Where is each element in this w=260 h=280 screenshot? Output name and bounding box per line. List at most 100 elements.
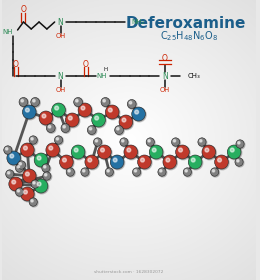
Circle shape xyxy=(235,158,243,166)
Text: N: N xyxy=(162,71,168,81)
Circle shape xyxy=(15,188,24,196)
Circle shape xyxy=(228,146,242,160)
Circle shape xyxy=(237,141,245,149)
Circle shape xyxy=(124,145,138,159)
Circle shape xyxy=(43,172,51,180)
Circle shape xyxy=(237,160,239,162)
Circle shape xyxy=(216,156,229,170)
Circle shape xyxy=(53,104,66,118)
Circle shape xyxy=(30,137,38,145)
Circle shape xyxy=(17,166,20,168)
Circle shape xyxy=(183,168,191,176)
Circle shape xyxy=(119,115,133,129)
Circle shape xyxy=(135,110,139,114)
Circle shape xyxy=(86,156,99,170)
Circle shape xyxy=(134,170,137,172)
Circle shape xyxy=(108,108,112,112)
Circle shape xyxy=(22,169,36,183)
Circle shape xyxy=(25,108,29,112)
Text: O: O xyxy=(162,53,168,62)
Text: N: N xyxy=(58,18,63,27)
Circle shape xyxy=(74,98,83,107)
Circle shape xyxy=(6,170,14,178)
Text: O: O xyxy=(13,60,18,69)
Circle shape xyxy=(113,158,117,162)
Circle shape xyxy=(148,140,150,142)
Circle shape xyxy=(106,169,114,177)
Circle shape xyxy=(120,116,133,130)
Circle shape xyxy=(166,158,170,162)
Circle shape xyxy=(39,111,53,125)
Circle shape xyxy=(115,126,124,135)
Circle shape xyxy=(184,169,192,177)
Circle shape xyxy=(44,166,46,168)
Circle shape xyxy=(149,145,163,159)
Circle shape xyxy=(10,154,14,158)
Circle shape xyxy=(176,146,190,160)
Circle shape xyxy=(218,158,222,162)
Circle shape xyxy=(35,180,49,194)
Circle shape xyxy=(23,106,37,120)
Circle shape xyxy=(17,161,25,169)
Circle shape xyxy=(189,156,203,170)
Circle shape xyxy=(82,169,90,177)
Circle shape xyxy=(34,179,48,193)
Circle shape xyxy=(138,156,152,170)
Circle shape xyxy=(68,116,72,120)
Circle shape xyxy=(15,164,24,172)
Circle shape xyxy=(54,136,63,144)
Text: shutterstock.com · 1628302072: shutterstock.com · 1628302072 xyxy=(94,270,164,274)
Text: CH₃: CH₃ xyxy=(187,73,200,79)
Text: NH: NH xyxy=(96,73,107,79)
Circle shape xyxy=(199,139,207,147)
Circle shape xyxy=(203,146,216,160)
Circle shape xyxy=(115,125,123,134)
Circle shape xyxy=(18,162,26,170)
Circle shape xyxy=(95,116,99,120)
Circle shape xyxy=(85,155,99,169)
Circle shape xyxy=(31,98,40,107)
Circle shape xyxy=(107,170,109,172)
Circle shape xyxy=(102,98,110,107)
Circle shape xyxy=(40,112,54,126)
Circle shape xyxy=(21,99,23,102)
Circle shape xyxy=(152,148,156,152)
Circle shape xyxy=(87,125,96,134)
Circle shape xyxy=(76,99,78,102)
Circle shape xyxy=(72,146,86,160)
Circle shape xyxy=(147,139,155,147)
Circle shape xyxy=(116,127,119,130)
Circle shape xyxy=(66,168,74,176)
Circle shape xyxy=(30,199,38,207)
Circle shape xyxy=(25,172,29,176)
Circle shape xyxy=(172,139,180,147)
Circle shape xyxy=(10,178,23,192)
Circle shape xyxy=(7,151,21,165)
Circle shape xyxy=(32,181,40,189)
Circle shape xyxy=(33,182,35,184)
Circle shape xyxy=(47,144,60,158)
Text: NH₂: NH₂ xyxy=(132,19,145,25)
Circle shape xyxy=(62,124,70,133)
Circle shape xyxy=(120,138,128,146)
Circle shape xyxy=(164,156,177,170)
Circle shape xyxy=(98,145,111,159)
Circle shape xyxy=(47,124,56,133)
Circle shape xyxy=(4,147,13,155)
Circle shape xyxy=(63,158,66,162)
Circle shape xyxy=(95,140,98,142)
Text: NH: NH xyxy=(2,29,13,35)
Circle shape xyxy=(20,98,29,107)
Circle shape xyxy=(81,106,85,110)
Circle shape xyxy=(176,145,189,159)
Text: OH: OH xyxy=(55,33,66,39)
Circle shape xyxy=(172,138,180,146)
Circle shape xyxy=(138,155,151,169)
Circle shape xyxy=(202,145,216,159)
Circle shape xyxy=(150,146,164,160)
Circle shape xyxy=(55,106,58,110)
Circle shape xyxy=(205,148,209,152)
Circle shape xyxy=(48,125,51,128)
Circle shape xyxy=(21,143,34,157)
Circle shape xyxy=(105,168,113,176)
